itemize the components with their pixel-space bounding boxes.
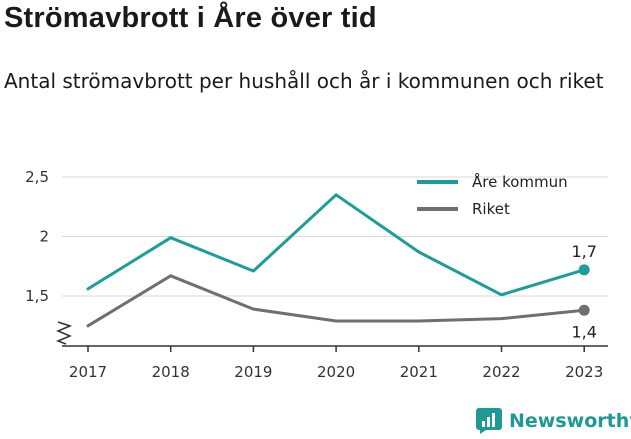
- x-tick-label: 2018: [152, 363, 190, 381]
- x-tick-label: 2019: [234, 363, 272, 381]
- data-label: 1,4: [571, 322, 596, 341]
- x-tick-label: 2020: [317, 363, 355, 381]
- x-tick-label: 2022: [482, 363, 520, 381]
- line-chart: 1,5 2 2,5 2017 2018 2019 2020 2021 2022 2023 1,7 1,…: [25, 168, 608, 381]
- newsworthy-logo-icon: [476, 408, 502, 434]
- axis-break-icon: [55, 321, 73, 345]
- data-label: 1,7: [571, 242, 596, 261]
- y-tick-label: 2,5: [25, 168, 49, 186]
- legend-label: Åre kommun: [472, 172, 568, 191]
- series-line-riket: [86, 274, 586, 328]
- legend-label: Riket: [472, 200, 510, 218]
- x-tick-label: 2023: [565, 363, 603, 381]
- chart-subtitle: Antal strömavbrott per hushåll och år i …: [4, 69, 604, 93]
- series-line-are-kommun: [86, 193, 586, 297]
- series-end-point: [578, 304, 590, 316]
- y-tick-label: 1,5: [25, 287, 49, 305]
- x-tick-label: 2017: [69, 363, 107, 381]
- y-tick-label: 2: [39, 228, 49, 246]
- chart-title: Strömavbrott i Åre över tid: [4, 2, 377, 34]
- x-tick-label: 2021: [400, 363, 438, 381]
- series-end-point: [578, 264, 590, 276]
- brand-name: Newsworthy: [509, 410, 631, 432]
- brand: Newsworthy: [476, 404, 631, 438]
